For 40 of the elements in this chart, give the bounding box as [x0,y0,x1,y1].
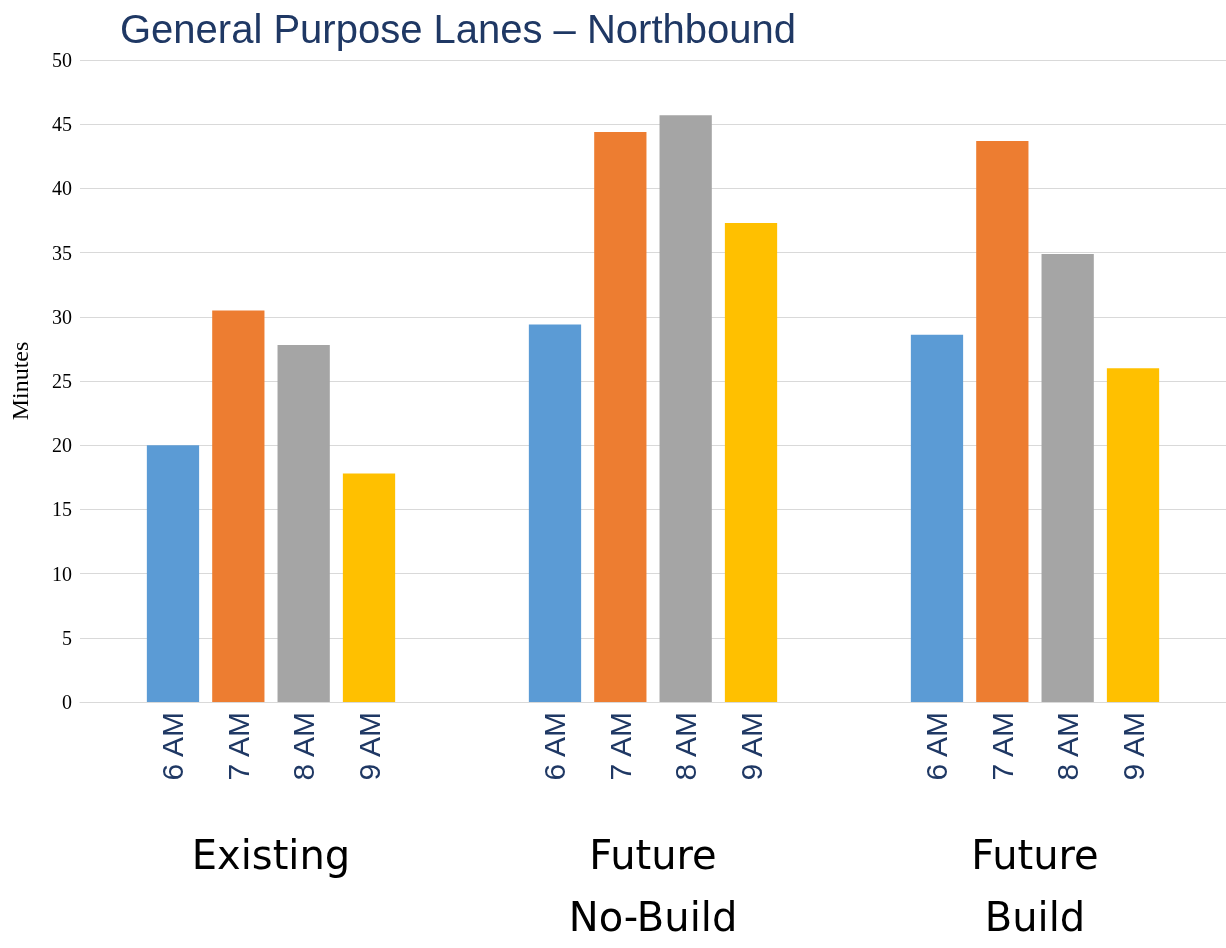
text: 9 AM [352,712,386,781]
x-tick-label: Existing [191,832,351,878]
bar [910,334,964,702]
y-tick-label: 0 [62,691,72,713]
bar [1106,368,1160,702]
x-tick-label: Future No-Build [568,832,738,940]
y-tick-label: 10 [52,562,72,585]
bar [146,445,200,702]
text: 7 AM [985,712,1019,781]
text: 8 AM [669,712,703,781]
bar [277,345,330,702]
bar [976,140,1029,702]
text: 6 AM [156,712,190,781]
text: 6 AM [920,712,954,781]
y-tick-label: 35 [52,241,72,264]
text: 8 AM [1051,712,1085,781]
chart-title: General Purpose Lanes – Northbound [120,7,797,51]
y-tick-label: 30 [52,305,72,328]
bar [528,324,582,702]
text: 6 AM [538,712,572,781]
bar [1041,253,1094,702]
text: 7 AM [221,712,255,781]
y-tick-label: 20 [52,434,72,457]
bar [342,473,396,702]
text: 8 AM [287,712,321,781]
y-tick-label: 40 [52,177,72,200]
text: 9 AM [734,712,768,781]
y-tick-label: 15 [52,498,72,521]
bar [594,131,647,702]
y-axis-title: Minutes [7,341,33,421]
y-tick-label: 45 [52,113,72,136]
x-tick-label: Future Build [971,832,1099,940]
y-tick-label: 25 [52,370,72,392]
y-tick-label: 5 [62,626,72,649]
y-tick-label: 50 [52,49,72,71]
bar [659,115,712,702]
text: 9 AM [1116,712,1150,781]
text: 7 AM [603,712,637,781]
bar [212,310,265,702]
bar [724,223,778,702]
